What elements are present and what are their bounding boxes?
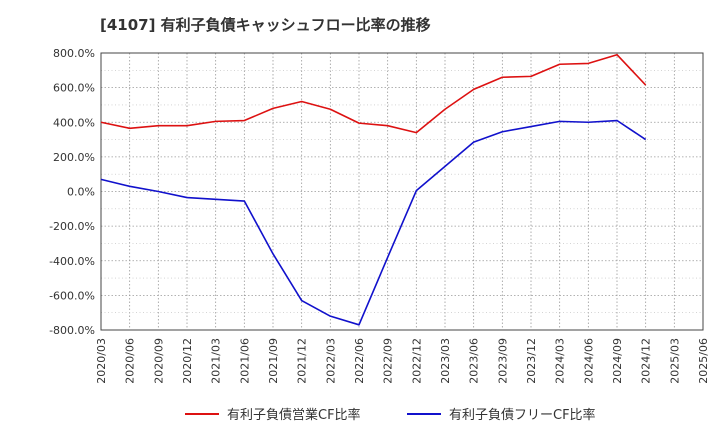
x-tick-label: 2021/12 xyxy=(296,338,309,384)
x-tick-label: 2020/09 xyxy=(152,338,165,384)
x-axis-ticks: 2020/03 2020/06 2020/09 2020/12 2021/03 2021/… xyxy=(95,338,710,384)
legend-label-1: 有利子負債営業CF比率 xyxy=(227,407,361,423)
x-tick-label: 2022/09 xyxy=(382,338,395,384)
x-tick-label: 2024/03 xyxy=(554,338,567,384)
legend-label-2: 有利子負債フリーCF比率 xyxy=(449,407,596,423)
y-axis-ticks: 800.0% 600.0% 400.0% 200.0% 0.0% -200.0% -400.… xyxy=(49,47,95,337)
x-tick-label: 2024/06 xyxy=(582,338,595,384)
y-tick-label: 800.0% xyxy=(53,47,95,60)
y-tick-label: 0.0% xyxy=(67,186,95,199)
series-line-2 xyxy=(100,119,647,326)
legend: 有利子負債営業CF比率 有利子負債フリーCF比率 xyxy=(185,407,596,423)
x-tick-label: 2021/06 xyxy=(238,338,251,384)
x-tick-label: 2025/03 xyxy=(668,338,681,384)
y-tick-label: 200.0% xyxy=(53,151,95,164)
x-tick-label: 2022/03 xyxy=(324,338,337,384)
y-tick-label: -400.0% xyxy=(49,255,95,268)
x-tick-label: 2023/12 xyxy=(525,338,538,384)
x-tick-label: 2021/09 xyxy=(267,338,280,384)
x-tick-label: 2020/03 xyxy=(95,338,108,384)
y-tick-label: -600.0% xyxy=(49,289,95,302)
x-tick-label: 2020/06 xyxy=(124,338,137,384)
x-tick-label: 2024/09 xyxy=(611,338,624,384)
x-tick-label: 2022/06 xyxy=(353,338,366,384)
x-tick-label: 2023/03 xyxy=(439,338,452,384)
series-layer xyxy=(100,53,647,326)
x-tick-label: 2020/12 xyxy=(181,338,194,384)
x-tick-label: 2021/03 xyxy=(210,338,223,384)
x-tick-label: 2023/06 xyxy=(468,338,481,384)
y-tick-label: -800.0% xyxy=(49,324,95,337)
x-tick-label: 2025/06 xyxy=(697,338,710,384)
x-tick-label: 2022/12 xyxy=(410,338,423,384)
y-tick-label: 400.0% xyxy=(53,116,95,129)
chart-title: [4107] 有利子負債キャッシュフロー比率の推移 xyxy=(100,16,431,34)
y-tick-label: -200.0% xyxy=(49,220,95,233)
series-line-1 xyxy=(100,53,647,134)
y-tick-label: 600.0% xyxy=(53,82,95,95)
plot-border xyxy=(100,52,704,331)
x-tick-label: 2024/12 xyxy=(640,338,653,384)
x-tick-label: 2023/09 xyxy=(496,338,509,384)
grid-layer xyxy=(101,53,703,330)
